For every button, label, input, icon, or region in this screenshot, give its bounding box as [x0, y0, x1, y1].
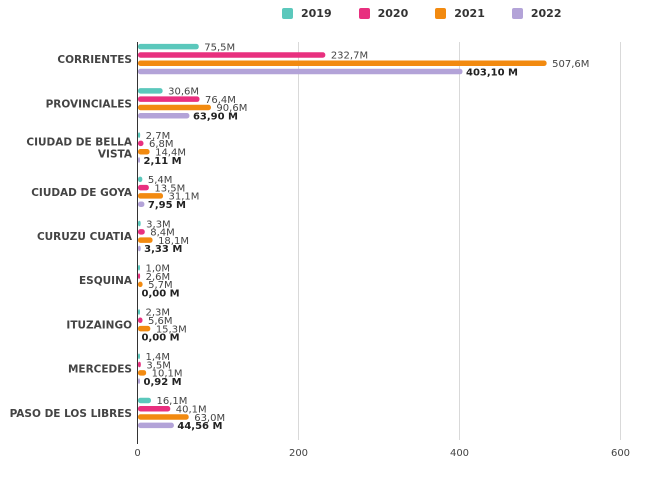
data-label-2021: 63,0M [194, 413, 225, 424]
bar-2021 [138, 370, 147, 376]
bar-2020 [138, 140, 144, 147]
legend-item-2021[interactable]: 2021 [435, 7, 485, 20]
bar-2020 [138, 361, 141, 368]
bar-2019 [138, 43, 199, 50]
x-tick-label: 600 [611, 448, 630, 459]
data-label-2021: 14,4M [155, 147, 186, 158]
bar-2022 [138, 68, 463, 75]
data-label-2019: 2,7M [146, 131, 171, 142]
category-label: MERCEDES [68, 364, 132, 376]
legend-label: 2019 [301, 7, 332, 20]
legend-label: 2020 [377, 7, 409, 20]
data-label-2020: 2,6M [146, 272, 171, 283]
bar-2019 [138, 309, 140, 315]
data-label-2019: 75,5M [204, 42, 235, 53]
data-label-2022: 0,92 M [144, 377, 182, 388]
category-label: PASO DE LOS LIBRES [10, 408, 132, 420]
data-label-2022: 0,00 M [142, 288, 180, 299]
bar-2019 [138, 176, 143, 183]
data-label-2022: 403,10 M [466, 67, 518, 78]
bar-2022 [138, 157, 140, 163]
data-label-2022: 63,90 M [193, 112, 238, 123]
legend-swatch [282, 8, 293, 19]
data-label-2021: 31,1M [169, 192, 200, 203]
bar-2022 [138, 422, 174, 429]
bar-2021 [138, 237, 153, 243]
category-label: PROVINCIALES [46, 98, 132, 110]
category-label: VISTA [98, 149, 133, 161]
data-label-2019: 16,1M [156, 396, 187, 407]
data-label-2022: 2,11 M [144, 156, 182, 167]
bar-2020 [138, 96, 200, 102]
category-label: CIUDAD DE GOYA [31, 187, 133, 199]
data-label-2019: 5,4M [148, 175, 173, 186]
bar-2020 [138, 317, 143, 324]
bar-2019 [138, 88, 163, 94]
bar-2020 [138, 184, 149, 191]
data-label-2021: 10,1M [152, 369, 183, 380]
bar-2022 [138, 113, 190, 119]
data-label-2020: 232,7M [331, 51, 368, 62]
bar-2021 [138, 148, 150, 155]
category-label: CURUZU CUATIA [37, 231, 133, 243]
legend-swatch [511, 8, 523, 19]
category-label: CORRIENTES [57, 54, 132, 66]
bar-2020 [138, 52, 326, 58]
legend-item-2019[interactable]: 2019 [282, 7, 332, 20]
data-label-2022: 7,95 M [148, 200, 186, 211]
data-label-2021: 5,7M [148, 280, 173, 291]
bar-2021 [138, 104, 211, 111]
x-tick-label: 400 [450, 448, 469, 459]
data-label-2019: 3,3M [146, 219, 171, 230]
legend-swatch [358, 8, 370, 19]
category-label: ITUZAINGO [66, 319, 132, 331]
legend-item-2022[interactable]: 2022 [511, 7, 562, 20]
category-label: ESQUINA [79, 275, 133, 287]
data-label-2022: 0,00 M [142, 333, 180, 344]
bar-2020 [138, 273, 141, 279]
data-label-2019: 2,3M [146, 308, 171, 319]
bar-2022 [138, 378, 140, 384]
bar-2021 [138, 325, 151, 332]
data-label-2021: 15,3M [156, 324, 187, 335]
bar-2019 [138, 353, 140, 359]
bar-2019 [138, 132, 141, 138]
data-label-2020: 6,8M [149, 139, 174, 150]
bar-2021 [138, 414, 189, 420]
data-label-2020: 8,4M [150, 228, 175, 239]
bar-2021 [138, 60, 547, 67]
data-label-2020: 76,4M [205, 95, 236, 106]
category-label: CIUDAD DE BELLA [26, 137, 132, 149]
bar-2021 [138, 193, 164, 199]
data-label-2020: 40,1M [176, 404, 207, 415]
data-label-2022: 3,33 M [144, 244, 182, 255]
bar-2019 [138, 265, 140, 271]
chart-legend: 2019 2020 2021 2022 [282, 7, 589, 20]
legend-label: 2022 [530, 7, 562, 20]
bar-2020 [138, 405, 171, 412]
data-label-2020: 3,5M [146, 360, 171, 371]
bar-2019 [138, 397, 151, 404]
data-label-2020: 13,5M [154, 183, 185, 194]
bar-2022 [138, 201, 145, 207]
data-label-2022: 44,56 M [177, 421, 222, 432]
data-label-2019: 1,4M [146, 352, 171, 363]
x-tick-label: 200 [289, 448, 308, 459]
legend-swatch [435, 8, 447, 19]
data-label-2021: 18,1M [158, 236, 189, 247]
data-label-2021: 507,6M [552, 59, 589, 70]
bar-2021 [138, 281, 143, 288]
bar-2022 [138, 245, 141, 252]
data-label-2021: 90,6M [216, 103, 247, 114]
data-label-2019: 30,6M [168, 87, 199, 98]
bar-2019 [138, 220, 141, 227]
bar-2020 [138, 229, 145, 235]
x-tick-label: 0 [134, 448, 140, 459]
legend-item-2020[interactable]: 2020 [358, 7, 409, 20]
data-label-2019: 1,0M [146, 264, 171, 275]
data-label-2020: 5,6M [148, 316, 173, 327]
legend-label: 2021 [454, 7, 485, 20]
